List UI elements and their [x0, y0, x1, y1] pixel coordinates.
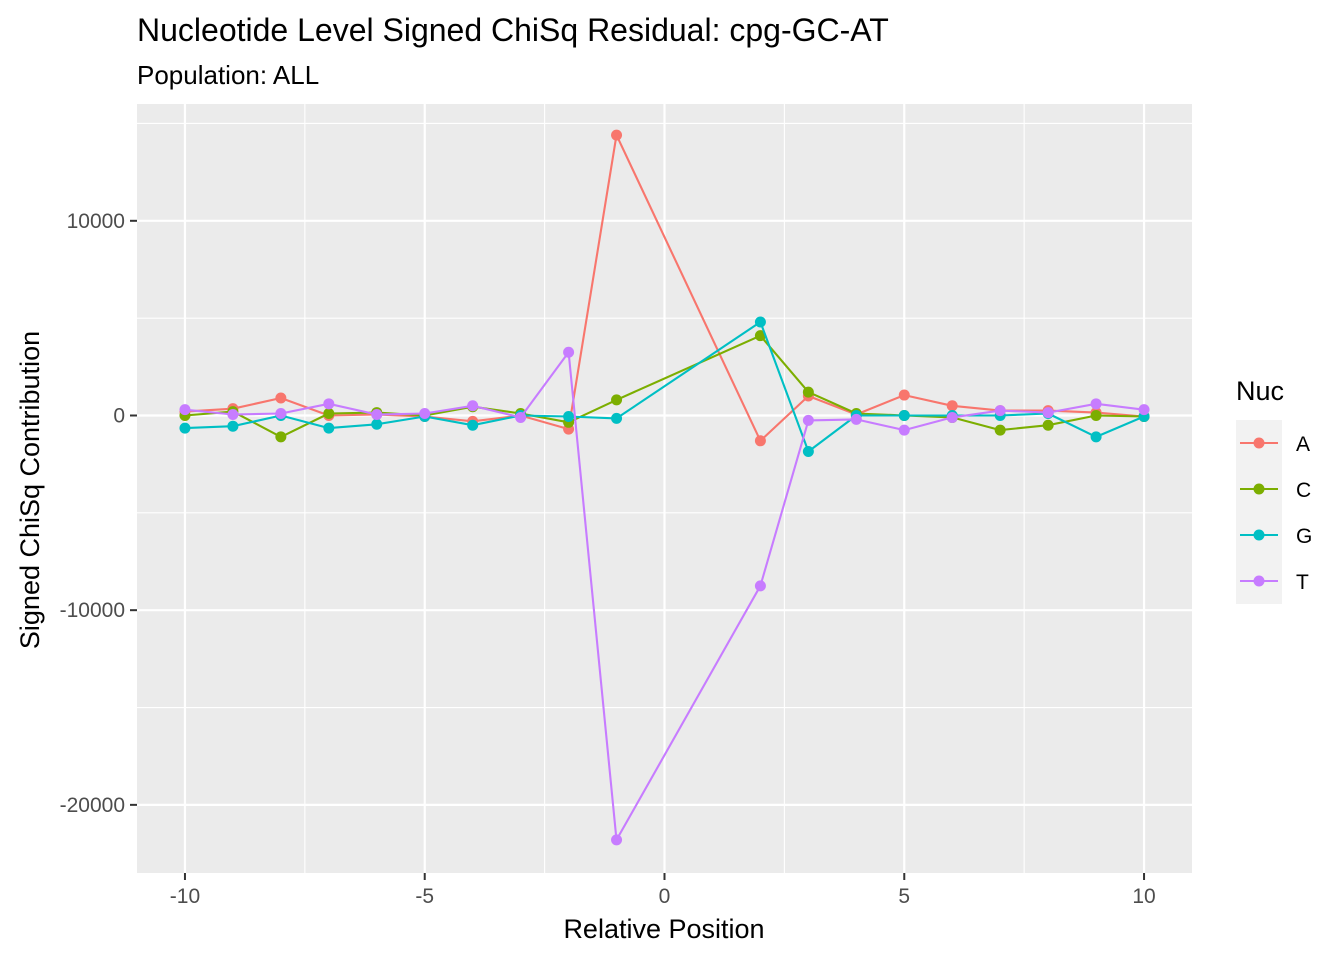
legend-label: T	[1296, 571, 1309, 594]
data-point-T	[467, 400, 479, 412]
legend-item-C: C	[1240, 479, 1311, 502]
x-tick-label: 5	[898, 885, 910, 908]
data-point-T	[515, 411, 527, 423]
legend-item-T: T	[1240, 571, 1309, 594]
data-point-T	[227, 409, 239, 421]
data-point-A	[275, 392, 287, 404]
data-point-A	[754, 435, 766, 447]
legend-item-A: A	[1240, 433, 1310, 456]
chart-subtitle: Population: ALL	[137, 60, 319, 90]
data-point-G	[754, 316, 766, 328]
data-point-G	[898, 409, 910, 421]
legend-title: Nuc	[1236, 376, 1284, 406]
data-point-T	[946, 411, 958, 423]
data-point-G	[179, 422, 191, 434]
legend-key-point	[1253, 529, 1265, 541]
legend-key-background	[1236, 420, 1282, 604]
data-point-T	[611, 834, 623, 846]
data-point-T	[323, 398, 335, 410]
data-point-A	[898, 389, 910, 401]
legend-label: G	[1296, 525, 1312, 548]
x-axis-title: Relative Position	[563, 914, 764, 944]
data-point-T	[898, 424, 910, 436]
series-T	[179, 346, 1150, 846]
data-point-G	[611, 412, 623, 424]
data-point-G	[467, 419, 479, 431]
data-point-A	[611, 129, 623, 141]
data-point-C	[754, 330, 766, 342]
data-point-T	[1042, 407, 1054, 419]
series-layer	[179, 129, 1150, 846]
x-tick-label: 0	[659, 885, 671, 908]
y-tick-label: -10000	[60, 599, 125, 622]
data-point-C	[275, 431, 287, 443]
x-tick-label: 10	[1132, 885, 1155, 908]
data-point-A	[946, 400, 958, 412]
chart-title: Nucleotide Level Signed ChiSq Residual: …	[137, 12, 889, 48]
data-point-T	[994, 405, 1006, 417]
legend-key-point	[1253, 437, 1265, 449]
data-point-T	[179, 404, 191, 416]
x-tick-label: -10	[170, 885, 200, 908]
data-point-T	[754, 580, 766, 592]
data-point-G	[802, 446, 814, 458]
y-axis-title: Signed ChiSq Contribution	[15, 331, 45, 649]
data-point-C	[323, 408, 335, 420]
y-tick-label: 0	[113, 404, 125, 427]
legend-key-point	[1253, 483, 1265, 495]
legend-item-G: G	[1240, 525, 1312, 548]
data-point-T	[419, 408, 431, 420]
data-point-C	[611, 394, 623, 406]
data-point-G	[1090, 431, 1102, 443]
data-point-T	[563, 346, 575, 358]
data-point-T	[1138, 404, 1150, 416]
y-tick-label: -20000	[60, 794, 125, 817]
legend-key-point	[1253, 575, 1265, 587]
data-point-T	[802, 414, 814, 426]
data-point-G	[323, 422, 335, 434]
data-point-T	[371, 409, 383, 421]
data-point-G	[563, 410, 575, 422]
data-point-C	[1042, 419, 1054, 431]
legend-label: A	[1296, 433, 1310, 456]
legend-label: C	[1296, 479, 1311, 502]
data-point-C	[994, 424, 1006, 436]
x-tick-label: -5	[415, 885, 434, 908]
data-point-T	[1090, 398, 1102, 410]
data-point-C	[1090, 409, 1102, 421]
tick-layer: -10 -5 0 5 10 -20000 -10000 0 10000	[60, 210, 1156, 908]
data-point-C	[802, 386, 814, 398]
data-point-G	[227, 420, 239, 432]
data-point-T	[850, 413, 862, 425]
data-point-G	[371, 418, 383, 430]
data-point-T	[275, 408, 287, 420]
y-tick-label: 10000	[67, 210, 125, 233]
